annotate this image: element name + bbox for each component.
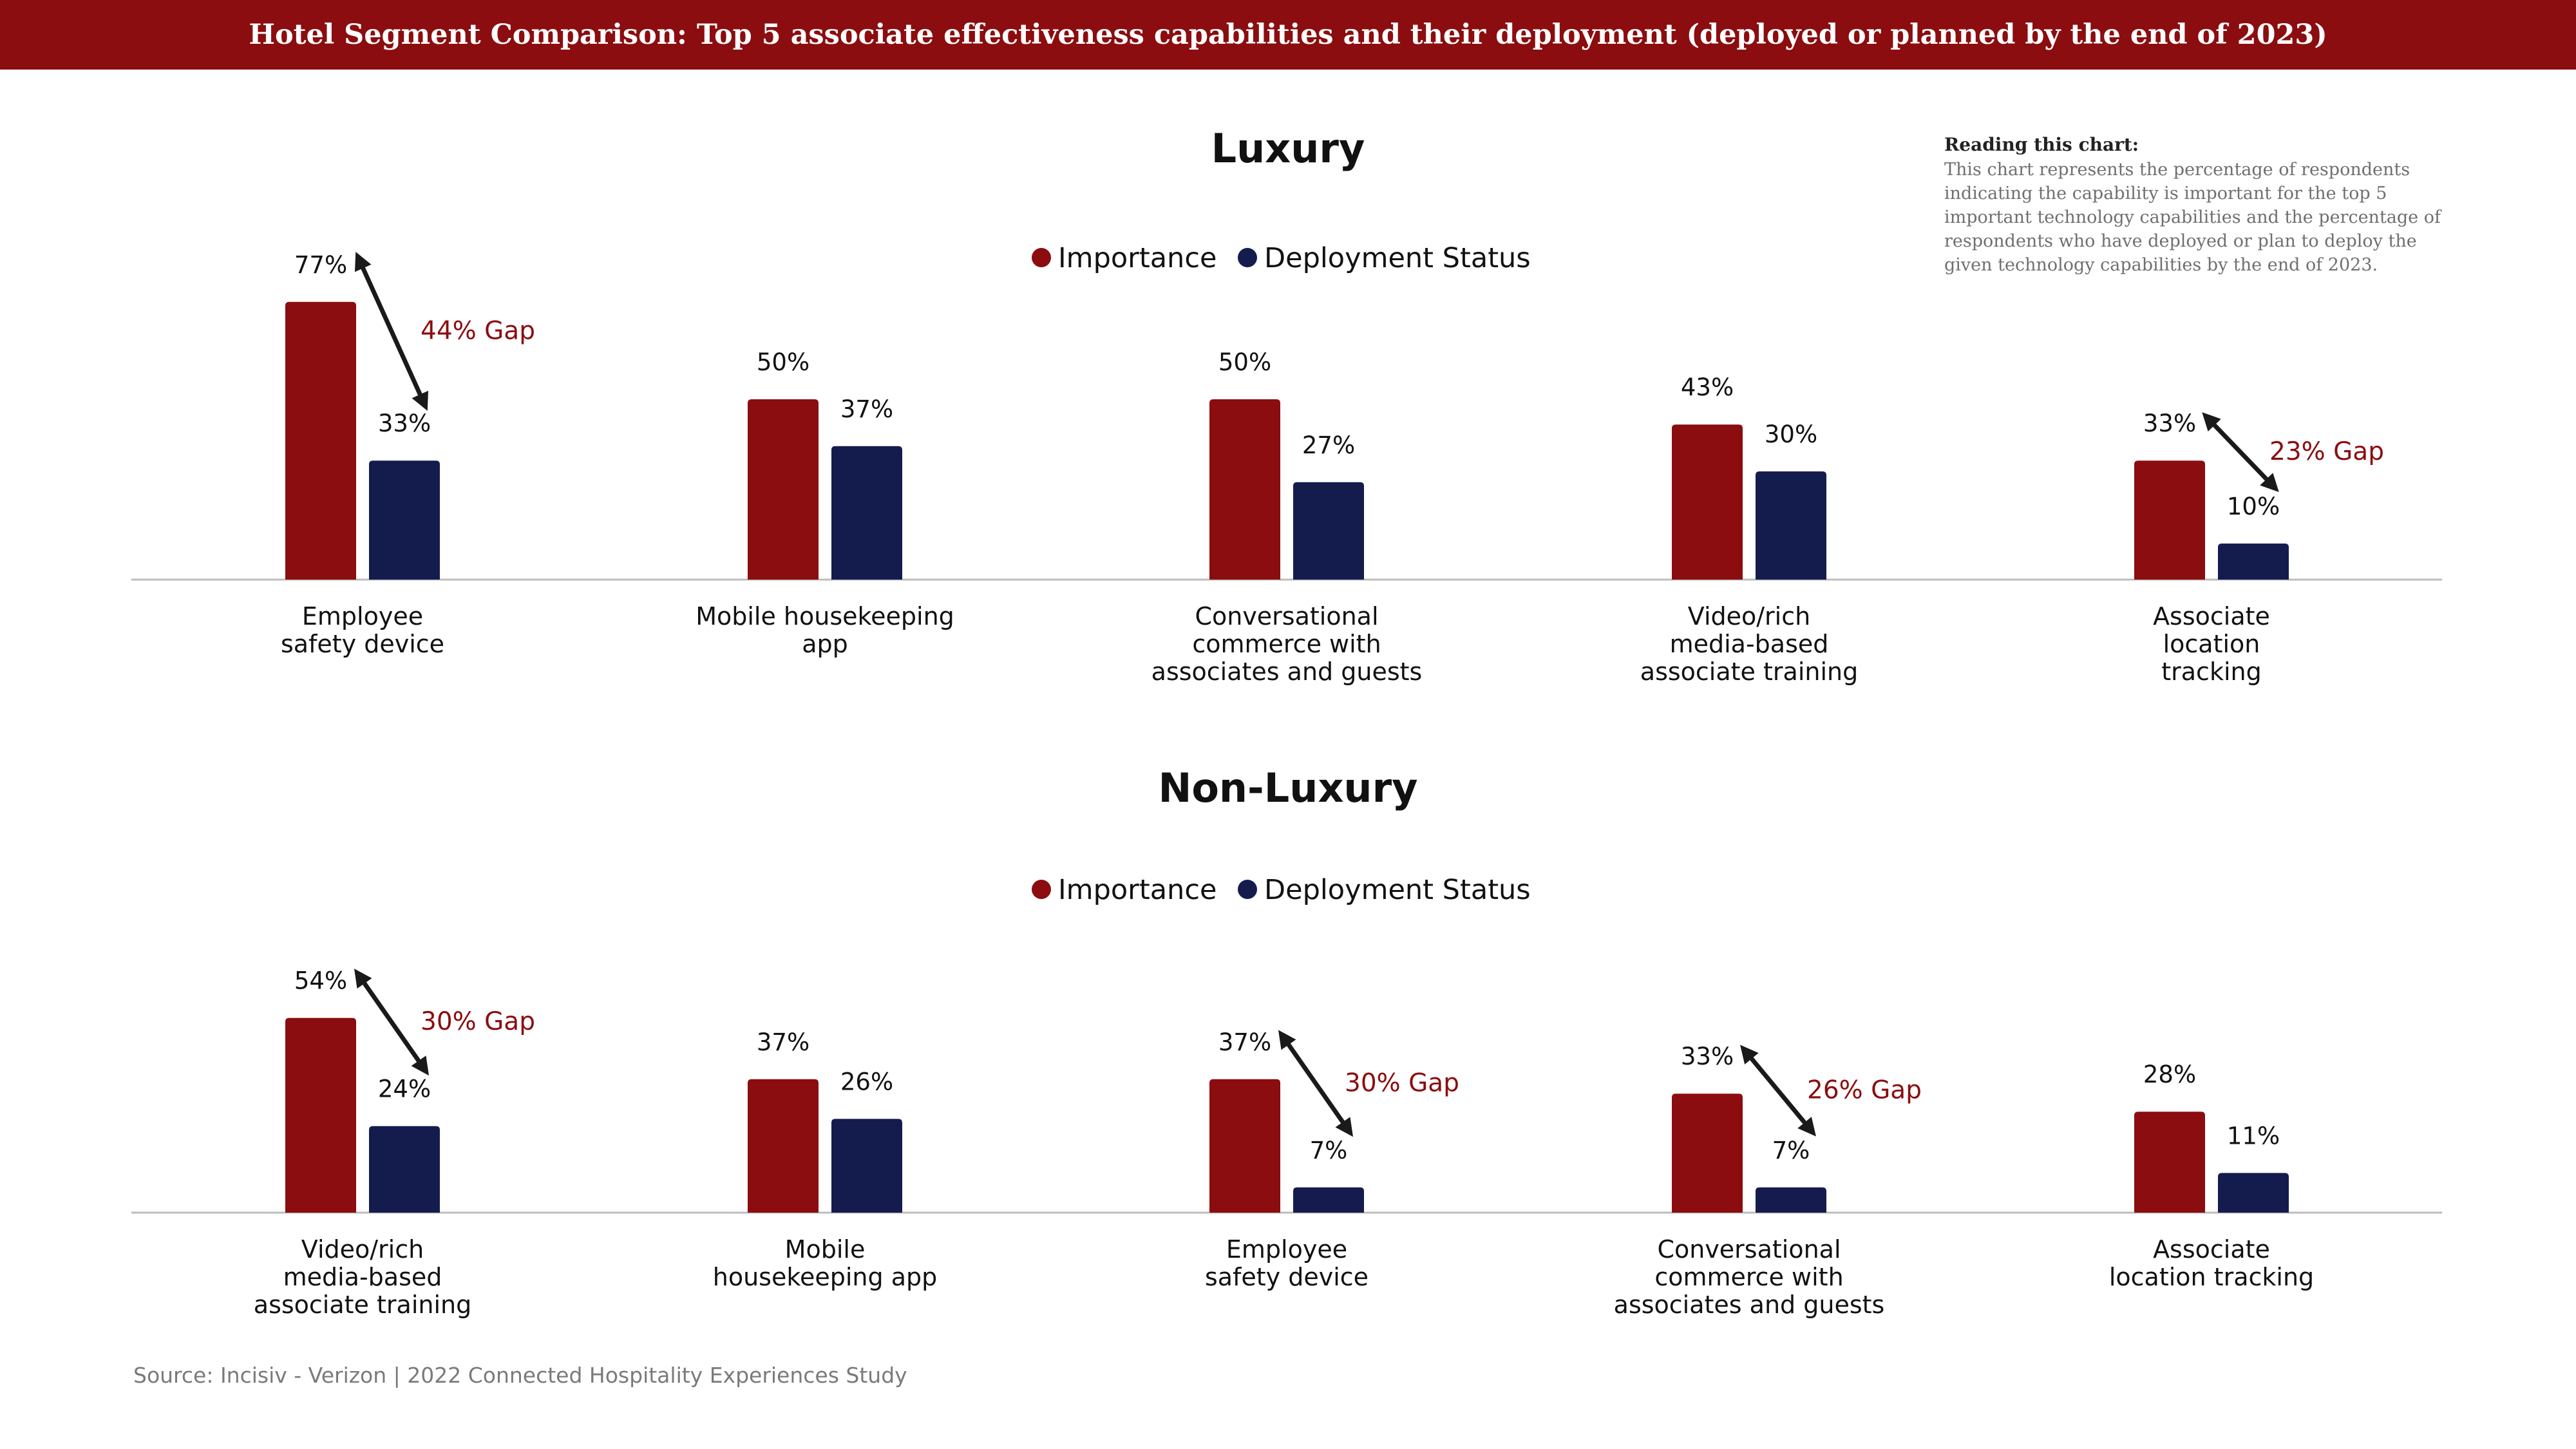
non-luxury-gap-arrow-3 — [1740, 1045, 1816, 1137]
luxury-legend-deployment-label: Deployment Status — [1264, 242, 1531, 274]
non-luxury-bar-importance-2 — [748, 1079, 819, 1213]
non-luxury-category-label-3-line-1: Employee — [1226, 1235, 1347, 1264]
luxury-category-label-3-line-2: commerce with — [1192, 630, 1381, 658]
non-luxury-legend-importance-label: Importance — [1058, 874, 1217, 906]
luxury-category-label-5-line-3: tracking — [2161, 658, 2261, 686]
non-luxury-bar-importance-1 — [285, 1018, 356, 1213]
non-luxury-category-label-3-line-2: safety device — [1205, 1263, 1368, 1291]
luxury-category-label-3-line-3: associates and guests — [1151, 658, 1423, 686]
non-luxury-bar-value-importance-1: 54% — [294, 967, 347, 995]
luxury-category-label-4-line-1: Video/rich — [1688, 602, 1810, 630]
reading-note: Reading this chart: This chart represent… — [1944, 134, 2453, 277]
luxury-gap-label-1: 44% Gap — [421, 317, 535, 346]
luxury-category-label-3-line-1: Conversational — [1195, 602, 1378, 630]
non-luxury-category-label-2-line-1: Mobile — [785, 1235, 866, 1264]
non-luxury-bar-importance-4 — [1672, 1094, 1743, 1213]
non-luxury-category-label-5-line-2: location tracking — [2109, 1263, 2314, 1291]
reading-note-title: Reading this chart: — [1944, 134, 2139, 155]
luxury-bar-importance-5 — [2134, 460, 2205, 580]
luxury-category-label-1-line-2: safety device — [281, 630, 444, 658]
luxury-gap-label-2: 23% Gap — [2269, 437, 2384, 466]
luxury-bar-value-deployment-2: 37% — [840, 395, 893, 423]
non-luxury-bar-importance-3 — [1209, 1079, 1280, 1213]
luxury-legend-deployment-marker — [1238, 248, 1257, 267]
luxury-bar-deployment-3 — [1293, 482, 1364, 580]
luxury-gap-arrow-1 — [355, 252, 428, 411]
luxury-bar-deployment-2 — [831, 446, 902, 580]
non-luxury-category-label-5-line-1: Associate — [2153, 1235, 2270, 1264]
non-luxury-category-label-4-line-3: associates and guests — [1614, 1291, 1885, 1319]
non-luxury-bar-value-importance-2: 37% — [757, 1028, 810, 1056]
non-luxury-bar-deployment-3 — [1293, 1187, 1364, 1213]
luxury-chart-title: Luxury — [1211, 125, 1365, 172]
non-luxury-gap-arrow-2 — [1278, 1030, 1354, 1137]
non-luxury-bar-deployment-1 — [369, 1126, 440, 1213]
luxury-bar-value-deployment-1: 33% — [378, 410, 431, 437]
non-luxury-bar-value-deployment-5: 11% — [2227, 1122, 2280, 1150]
non-luxury-legend-deployment-marker — [1238, 880, 1257, 899]
luxury-gap-arrow-2 — [2202, 412, 2279, 493]
luxury-category-label-5-line-1: Associate — [2153, 602, 2270, 630]
luxury-bar-importance-2 — [748, 399, 819, 580]
page-title: Hotel Segment Comparison: Top 5 associat… — [249, 19, 2327, 51]
non-luxury-bar-value-deployment-2: 26% — [840, 1068, 893, 1095]
luxury-bar-value-importance-3: 50% — [1218, 348, 1271, 376]
non-luxury-category-label-1-line-3: associate training — [254, 1291, 471, 1319]
non-luxury-legend-importance-marker — [1032, 880, 1051, 899]
luxury-legend-importance-marker — [1032, 248, 1051, 267]
luxury-bar-value-importance-4: 43% — [1681, 374, 1734, 401]
non-luxury-category-label-2-line-2: housekeeping app — [713, 1263, 938, 1291]
luxury-category-label-4-line-3: associate training — [1640, 658, 1858, 686]
luxury-bar-value-deployment-4: 30% — [1765, 421, 1817, 448]
luxury-bar-importance-4 — [1672, 424, 1743, 580]
non-luxury-category-label-4-line-2: commerce with — [1654, 1263, 1843, 1291]
luxury-bar-value-deployment-3: 27% — [1302, 431, 1355, 459]
non-luxury-bar-importance-5 — [2134, 1112, 2205, 1213]
luxury-bar-value-importance-2: 50% — [757, 348, 810, 376]
non-luxury-bar-value-importance-4: 33% — [1681, 1043, 1734, 1070]
source-note: Source: Incisiv - Verizon | 2022 Connect… — [133, 1363, 907, 1388]
luxury-bar-value-importance-1: 77% — [294, 251, 347, 279]
luxury-bar-deployment-4 — [1756, 471, 1826, 580]
header-bar — [0, 0, 2576, 70]
reading-note-body: This chart represents the percentage of … — [1944, 160, 2441, 275]
non-luxury-category-label-1-line-2: media-based — [283, 1263, 442, 1291]
non-luxury-bar-deployment-2 — [831, 1119, 902, 1213]
luxury-category-label-2-line-2: app — [802, 630, 848, 658]
luxury-bar-deployment-1 — [369, 460, 440, 580]
luxury-legend-importance-label: Importance — [1058, 242, 1217, 274]
luxury-bar-deployment-5 — [2218, 544, 2289, 580]
luxury-category-label-5-line-2: location — [2163, 630, 2260, 658]
luxury-bar-importance-3 — [1209, 399, 1280, 580]
luxury-bar-value-importance-5: 33% — [2143, 410, 2196, 437]
non-luxury-bar-value-importance-3: 37% — [1218, 1028, 1271, 1056]
non-luxury-legend-deployment-label: Deployment Status — [1264, 874, 1531, 906]
non-luxury-bar-value-deployment-3: 7% — [1310, 1137, 1348, 1164]
luxury-bar-importance-1 — [285, 301, 356, 580]
non-luxury-bar-value-deployment-4: 7% — [1772, 1137, 1810, 1164]
non-luxury-category-label-4-line-1: Conversational — [1657, 1235, 1841, 1264]
luxury-bar-value-deployment-5: 10% — [2227, 493, 2280, 520]
luxury-category-label-2-line-1: Mobile housekeeping — [696, 602, 954, 630]
non-luxury-gap-arrow-1 — [354, 969, 430, 1076]
non-luxury-bar-value-deployment-1: 24% — [378, 1075, 431, 1103]
non-luxury-bar-value-importance-5: 28% — [2143, 1061, 2196, 1088]
luxury-category-label-1-line-1: Employee — [302, 602, 423, 630]
non-luxury-gap-label-2: 30% Gap — [1345, 1068, 1459, 1097]
non-luxury-bar-deployment-4 — [1756, 1187, 1826, 1213]
non-luxury-gap-label-1: 30% Gap — [421, 1007, 535, 1036]
non-luxury-chart-title: Non-Luxury — [1158, 764, 1417, 811]
luxury-category-label-4-line-2: media-based — [1670, 630, 1829, 658]
non-luxury-bar-deployment-5 — [2218, 1173, 2289, 1213]
non-luxury-gap-label-3: 26% Gap — [1807, 1076, 1922, 1105]
non-luxury-category-label-1-line-1: Video/rich — [301, 1235, 424, 1264]
